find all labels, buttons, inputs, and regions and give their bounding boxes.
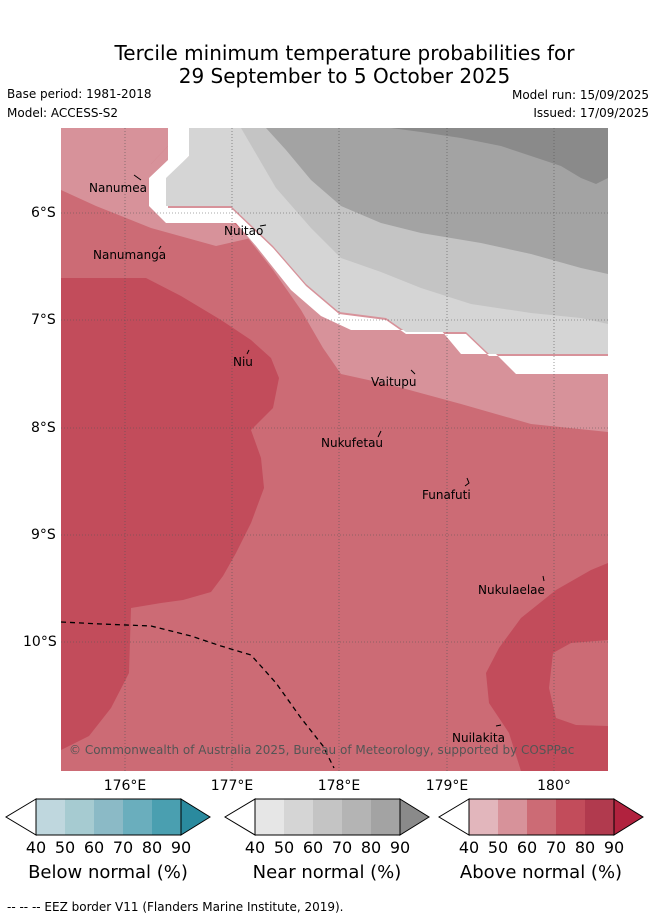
model-name: Model: ACCESS-S2 bbox=[7, 106, 119, 120]
zone-near-70 bbox=[391, 128, 608, 184]
model-run: Model run: 15/09/2025 bbox=[511, 88, 649, 102]
island-outlines bbox=[133, 174, 545, 727]
place-niu: Niu bbox=[233, 355, 253, 369]
eez-footnote: -- -- -- EEZ border V11 (Flanders Marine… bbox=[7, 900, 344, 914]
cb-below-tick: 90 bbox=[170, 838, 192, 857]
lat-label-6s: 6°S bbox=[31, 205, 56, 221]
colorbar-title-below: Below normal (%) bbox=[28, 862, 188, 883]
map-title-line1: Tercile minimum temperature probabilitie… bbox=[114, 41, 575, 65]
cb-above-tick: 70 bbox=[545, 838, 567, 857]
place-nukulaelae: Nukulaelae bbox=[478, 583, 545, 597]
lat-label-10s: 10°S bbox=[23, 634, 57, 650]
cb-below-tick: 40 bbox=[25, 838, 47, 857]
probability-map: Nanumea Nuitao Nanumanga Niu Vaitupu Nuk… bbox=[61, 128, 608, 771]
graticule bbox=[61, 128, 608, 771]
cb-above-tick: 80 bbox=[574, 838, 596, 857]
colorbar-near-normal bbox=[224, 798, 430, 836]
map-title-line2: 29 September to 5 October 2025 bbox=[178, 64, 511, 88]
lon-label-177: 177°E bbox=[210, 778, 254, 794]
cb-near-tick: 60 bbox=[302, 838, 324, 857]
cb-near-tick: 40 bbox=[244, 838, 266, 857]
cb-above-tick: 50 bbox=[487, 838, 509, 857]
cb-below-tick: 70 bbox=[112, 838, 134, 857]
lat-label-9s: 9°S bbox=[31, 527, 56, 543]
cb-near-tick: 70 bbox=[331, 838, 353, 857]
place-funafuti: Funafuti bbox=[422, 488, 471, 502]
place-nuilakita: Nuilakita bbox=[452, 731, 505, 745]
zone-above-70-west bbox=[61, 278, 279, 750]
colorbar-title-above: Above normal (%) bbox=[459, 862, 623, 883]
place-nanumanga: Nanumanga bbox=[93, 248, 166, 262]
colorbar-below-normal bbox=[5, 798, 211, 836]
zone-no-signal bbox=[149, 128, 608, 374]
lon-label-178: 178°E bbox=[317, 778, 361, 794]
cb-above-tick: 60 bbox=[516, 838, 538, 857]
colorbar-above-normal bbox=[438, 798, 644, 836]
lat-label-8s: 8°S bbox=[31, 420, 56, 436]
cb-above-tick: 40 bbox=[458, 838, 480, 857]
cb-above-tick: 90 bbox=[603, 838, 625, 857]
cb-below-tick: 50 bbox=[54, 838, 76, 857]
lon-label-180: 180° bbox=[537, 778, 571, 794]
lat-label-7s: 7°S bbox=[31, 312, 56, 328]
place-nuitao: Nuitao bbox=[224, 224, 263, 238]
base-period: Base period: 1981-2018 bbox=[7, 87, 152, 101]
cb-below-tick: 80 bbox=[141, 838, 163, 857]
place-nanumea: Nanumea bbox=[89, 181, 147, 195]
cb-near-tick: 90 bbox=[389, 838, 411, 857]
lon-label-179: 179°E bbox=[425, 778, 469, 794]
eez-border bbox=[61, 621, 335, 769]
cb-near-tick: 50 bbox=[273, 838, 295, 857]
colorbar-title-near: Near normal (%) bbox=[252, 862, 402, 883]
issued-date: Issued: 17/09/2025 bbox=[533, 106, 649, 120]
place-vaitupu: Vaitupu bbox=[371, 375, 417, 389]
lon-label-176: 176°E bbox=[103, 778, 147, 794]
copyright-note: © Commonwealth of Australia 2025, Bureau… bbox=[69, 743, 574, 757]
zone-near-60 bbox=[266, 128, 608, 274]
place-nukufetau: Nukufetau bbox=[321, 436, 383, 450]
cb-below-tick: 60 bbox=[83, 838, 105, 857]
cb-near-tick: 80 bbox=[360, 838, 382, 857]
place-labels: Nanumea Nuitao Nanumanga Niu Vaitupu Nuk… bbox=[89, 181, 545, 745]
